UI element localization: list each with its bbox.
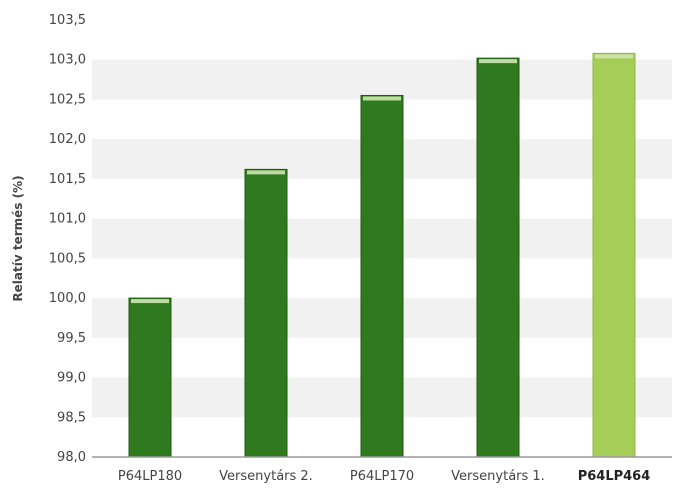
bar-top-cap (247, 170, 285, 175)
bar (244, 168, 288, 458)
bar-1 (244, 168, 288, 458)
x-tick-label: P64LP180 (118, 469, 182, 484)
bar-top-cap (595, 54, 633, 59)
bar (360, 94, 404, 458)
y-tick-label: 99,5 (57, 331, 86, 346)
x-tick-label: P64LP170 (350, 469, 414, 484)
y-tick-label: 100,0 (49, 291, 86, 306)
y-tick-label: 101,0 (49, 212, 86, 227)
y-axis-label: Relatív termés (%) (11, 175, 25, 301)
y-tick-label: 102,0 (49, 132, 86, 147)
y-tick-label: 101,5 (49, 172, 86, 187)
x-tick-label: P64LP464 (578, 469, 651, 484)
y-tick-label: 103,0 (49, 53, 86, 68)
y-tick-label: 103,5 (49, 13, 86, 28)
grid-band (92, 59, 672, 100)
y-tick-label: 102,5 (49, 92, 86, 107)
bar-top-cap (363, 96, 401, 101)
bar-0 (128, 297, 172, 458)
bars (128, 52, 636, 458)
bar-top-cap (479, 59, 517, 64)
x-tick-label: Versenytárs 2. (219, 469, 313, 484)
bar-top-cap (131, 299, 169, 304)
x-axis-labels: P64LP180 Versenytárs 2. P64LP170 Versenytár… (118, 469, 650, 484)
y-tick-label: 98,5 (57, 410, 86, 425)
x-tick-label: Versenytárs 1. (451, 469, 545, 484)
bar (592, 52, 636, 458)
bar-3 (476, 57, 520, 458)
bar (128, 297, 172, 458)
y-axis-ticks: 98,0 98,5 99,0 99,5 100,0 100,5 101,0 101,5 102,… (49, 13, 86, 465)
bar (476, 57, 520, 458)
y-tick-label: 99,0 (57, 371, 86, 386)
bar-2 (360, 94, 404, 458)
bar-4 (592, 52, 636, 458)
y-tick-label: 98,0 (57, 450, 86, 465)
y-tick-label: 100,5 (49, 251, 86, 266)
